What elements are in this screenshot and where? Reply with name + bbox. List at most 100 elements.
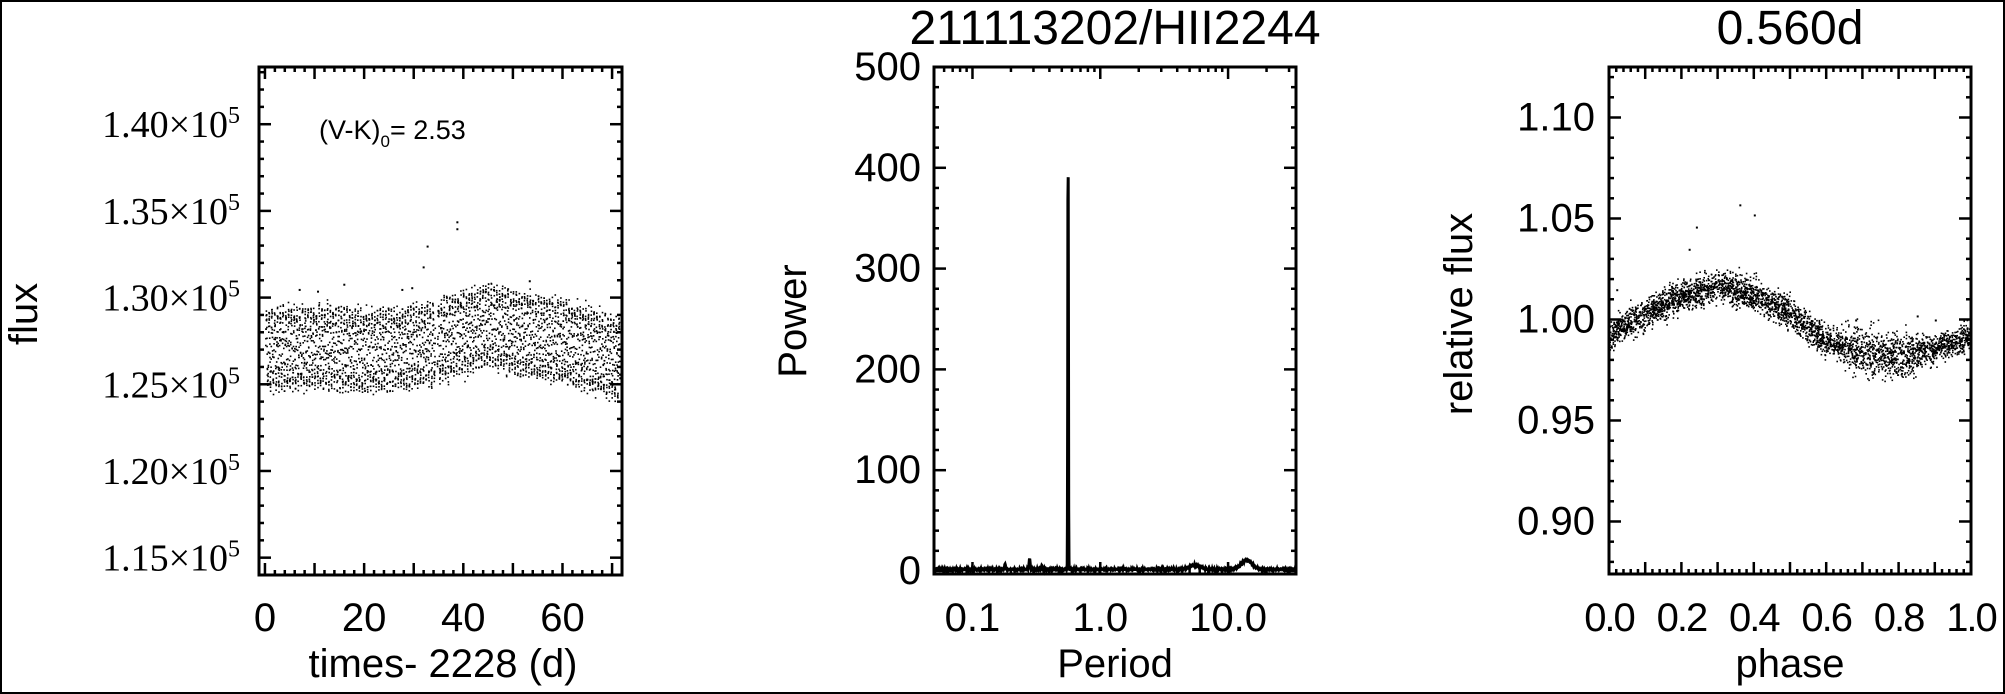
data-point	[500, 339, 502, 341]
data-point	[1876, 366, 1878, 368]
data-point	[337, 371, 339, 373]
data-point	[527, 298, 529, 300]
data-point	[368, 314, 370, 316]
data-point	[292, 369, 294, 371]
data-point	[286, 324, 288, 326]
data-point	[571, 312, 573, 314]
data-point	[337, 380, 339, 382]
data-point	[521, 340, 523, 342]
data-point	[1904, 356, 1906, 358]
data-point	[279, 367, 281, 369]
data-point	[565, 341, 567, 343]
data-point	[352, 314, 354, 316]
data-point	[514, 373, 516, 375]
data-point	[603, 365, 605, 367]
data-point	[419, 334, 421, 336]
data-point	[525, 368, 527, 370]
data-point	[284, 381, 286, 383]
data-point	[305, 331, 307, 333]
data-point	[520, 376, 522, 378]
data-point	[416, 334, 418, 336]
data-point	[343, 352, 345, 354]
data-point	[567, 384, 569, 386]
data-point	[603, 374, 605, 376]
data-point	[585, 325, 587, 327]
data-point	[573, 366, 575, 368]
data-point	[471, 300, 473, 302]
data-point	[482, 295, 484, 297]
data-point	[543, 312, 545, 314]
data-point	[514, 345, 516, 347]
data-point	[1667, 317, 1669, 319]
data-point	[598, 377, 600, 379]
data-point	[590, 332, 592, 334]
data-point	[296, 321, 298, 323]
data-point	[1852, 377, 1854, 379]
data-point	[371, 306, 373, 308]
data-point	[495, 359, 497, 361]
data-point	[1803, 331, 1805, 333]
data-point	[390, 359, 392, 361]
data-point	[344, 323, 346, 325]
data-point	[391, 310, 393, 312]
data-point	[1900, 339, 1902, 341]
data-point	[536, 335, 538, 337]
data-point	[444, 354, 446, 356]
data-point	[428, 357, 430, 359]
data-point	[488, 287, 490, 289]
data-point	[501, 304, 503, 306]
data-point	[607, 349, 609, 351]
data-point	[386, 366, 388, 368]
data-point	[294, 319, 296, 321]
data-point	[320, 380, 322, 382]
data-point	[613, 338, 615, 340]
data-point	[494, 342, 496, 344]
data-point	[523, 338, 525, 340]
data-point	[307, 317, 309, 319]
data-point	[564, 359, 566, 361]
data-point	[588, 317, 590, 319]
data-point	[469, 293, 471, 295]
data-point	[1662, 311, 1664, 313]
data-point	[526, 371, 528, 373]
data-point	[399, 326, 401, 328]
data-point	[482, 292, 484, 294]
data-point	[509, 363, 511, 365]
data-point	[523, 323, 525, 325]
data-point	[604, 363, 606, 365]
data-point	[551, 360, 553, 362]
data-point	[403, 378, 405, 380]
data-point	[479, 300, 481, 302]
data-point	[485, 285, 487, 287]
data-point	[422, 337, 424, 339]
data-point	[578, 362, 580, 364]
data-point	[508, 288, 510, 290]
data-point	[438, 332, 440, 334]
data-point	[346, 352, 348, 354]
data-point	[1834, 338, 1836, 340]
data-point	[429, 334, 431, 336]
data-point	[391, 315, 393, 317]
data-point	[576, 373, 578, 375]
data-point	[270, 358, 272, 360]
data-point	[483, 352, 485, 354]
data-point	[477, 289, 479, 291]
data-point	[362, 383, 364, 385]
data-point	[488, 306, 490, 308]
data-point	[268, 322, 270, 324]
data-point	[369, 352, 371, 354]
data-point	[277, 318, 279, 320]
data-point	[272, 337, 274, 339]
data-point	[472, 355, 474, 357]
data-point	[315, 345, 317, 347]
data-point	[320, 356, 322, 358]
data-point	[519, 327, 521, 329]
data-point	[315, 354, 317, 356]
data-point	[366, 316, 368, 318]
data-point	[564, 373, 566, 375]
data-point	[445, 372, 447, 374]
data-point	[381, 387, 383, 389]
data-point	[536, 357, 538, 359]
data-point	[429, 323, 431, 325]
data-point	[584, 342, 586, 344]
